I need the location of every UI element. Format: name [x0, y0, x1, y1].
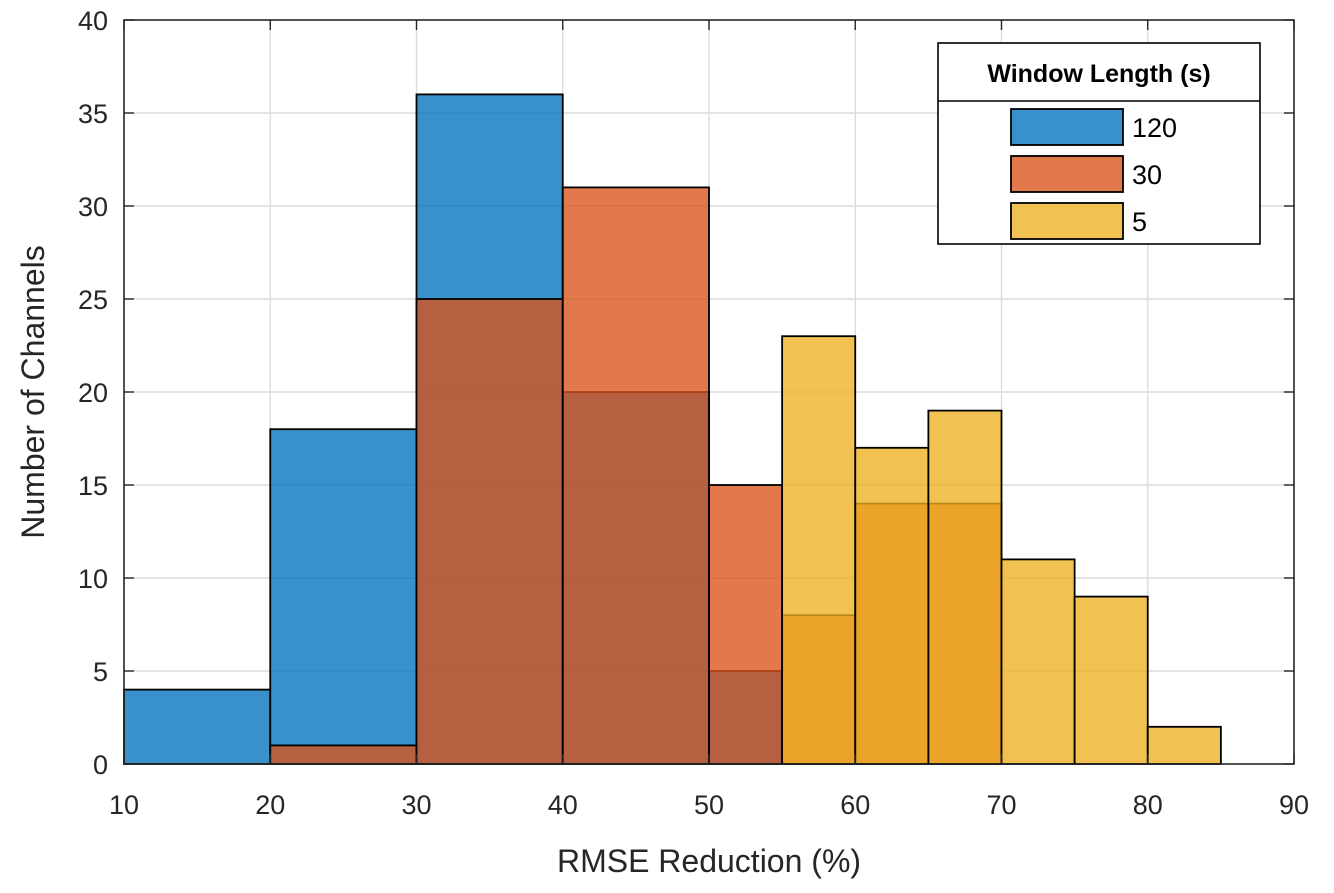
y-tick-label: 40: [78, 6, 108, 36]
x-tick-label: 20: [255, 790, 285, 820]
axis-ticks: 10 20 30 40 50 60 70 80 90 0 5 10 15 20 25 30 35 40: [78, 6, 1309, 820]
x-tick-label: 80: [1133, 790, 1163, 820]
legend-label-120: 120: [1132, 113, 1177, 143]
histogram-bar-5: [1073, 595, 1149, 765]
histogram-bar-5: [854, 446, 930, 765]
histogram-bar-5: [781, 335, 857, 765]
y-axis-title: Number of Channels: [15, 245, 51, 538]
legend-title: Window Length (s): [987, 60, 1210, 88]
x-tick-label: 70: [986, 790, 1016, 820]
y-tick-label: 25: [78, 285, 108, 315]
legend: Window Length (s) 120 30 5: [937, 42, 1261, 245]
legend-label-5: 5: [1132, 207, 1147, 237]
x-tick-label: 30: [401, 790, 431, 820]
y-tick-label: 0: [93, 750, 108, 780]
x-tick-label: 50: [694, 790, 724, 820]
histogram-bar-5: [927, 409, 1003, 765]
histogram-bars: [123, 93, 1222, 765]
legend-items: 120 30 5: [1010, 108, 1177, 240]
histogram-bar-120: [269, 428, 418, 765]
y-tick-label: 5: [93, 657, 108, 687]
y-tick-label: 35: [78, 99, 108, 129]
y-tick-label: 10: [78, 564, 108, 594]
x-tick-label: 10: [109, 790, 139, 820]
histogram-bar-120: [123, 688, 272, 765]
y-tick-label: 30: [78, 192, 108, 222]
histogram-bar-5: [1000, 558, 1076, 765]
histogram-bar-30: [708, 484, 784, 765]
histogram-bar-30: [269, 744, 418, 765]
histogram-bar-30: [561, 186, 710, 765]
x-tick-label: 60: [840, 790, 870, 820]
x-tick-label: 40: [548, 790, 578, 820]
x-tick-label: 90: [1279, 790, 1309, 820]
legend-swatch-5: [1010, 202, 1124, 240]
x-axis-title: RMSE Reduction (%): [557, 843, 861, 879]
histogram-bar-5: [1146, 725, 1222, 765]
legend-label-30: 30: [1132, 160, 1162, 190]
y-tick-label: 20: [78, 378, 108, 408]
y-tick-label: 15: [78, 471, 108, 501]
legend-swatch-30: [1010, 155, 1124, 193]
legend-swatch-120: [1010, 108, 1124, 146]
histogram-bar-30: [415, 298, 564, 765]
